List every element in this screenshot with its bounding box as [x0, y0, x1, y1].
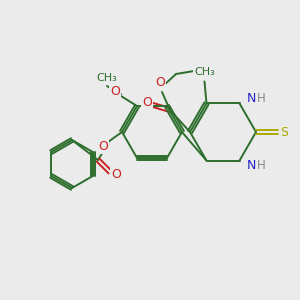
Text: O: O: [155, 76, 165, 89]
Text: O: O: [142, 95, 152, 109]
Text: CH₃: CH₃: [194, 68, 215, 77]
Text: N: N: [247, 92, 256, 105]
Text: S: S: [280, 125, 288, 139]
Text: O: O: [111, 167, 121, 181]
Text: N: N: [247, 159, 256, 172]
Text: H: H: [257, 92, 266, 105]
Text: O: O: [98, 140, 108, 152]
Text: H: H: [257, 159, 266, 172]
Text: CH₃: CH₃: [97, 73, 117, 83]
Text: O: O: [110, 85, 120, 98]
